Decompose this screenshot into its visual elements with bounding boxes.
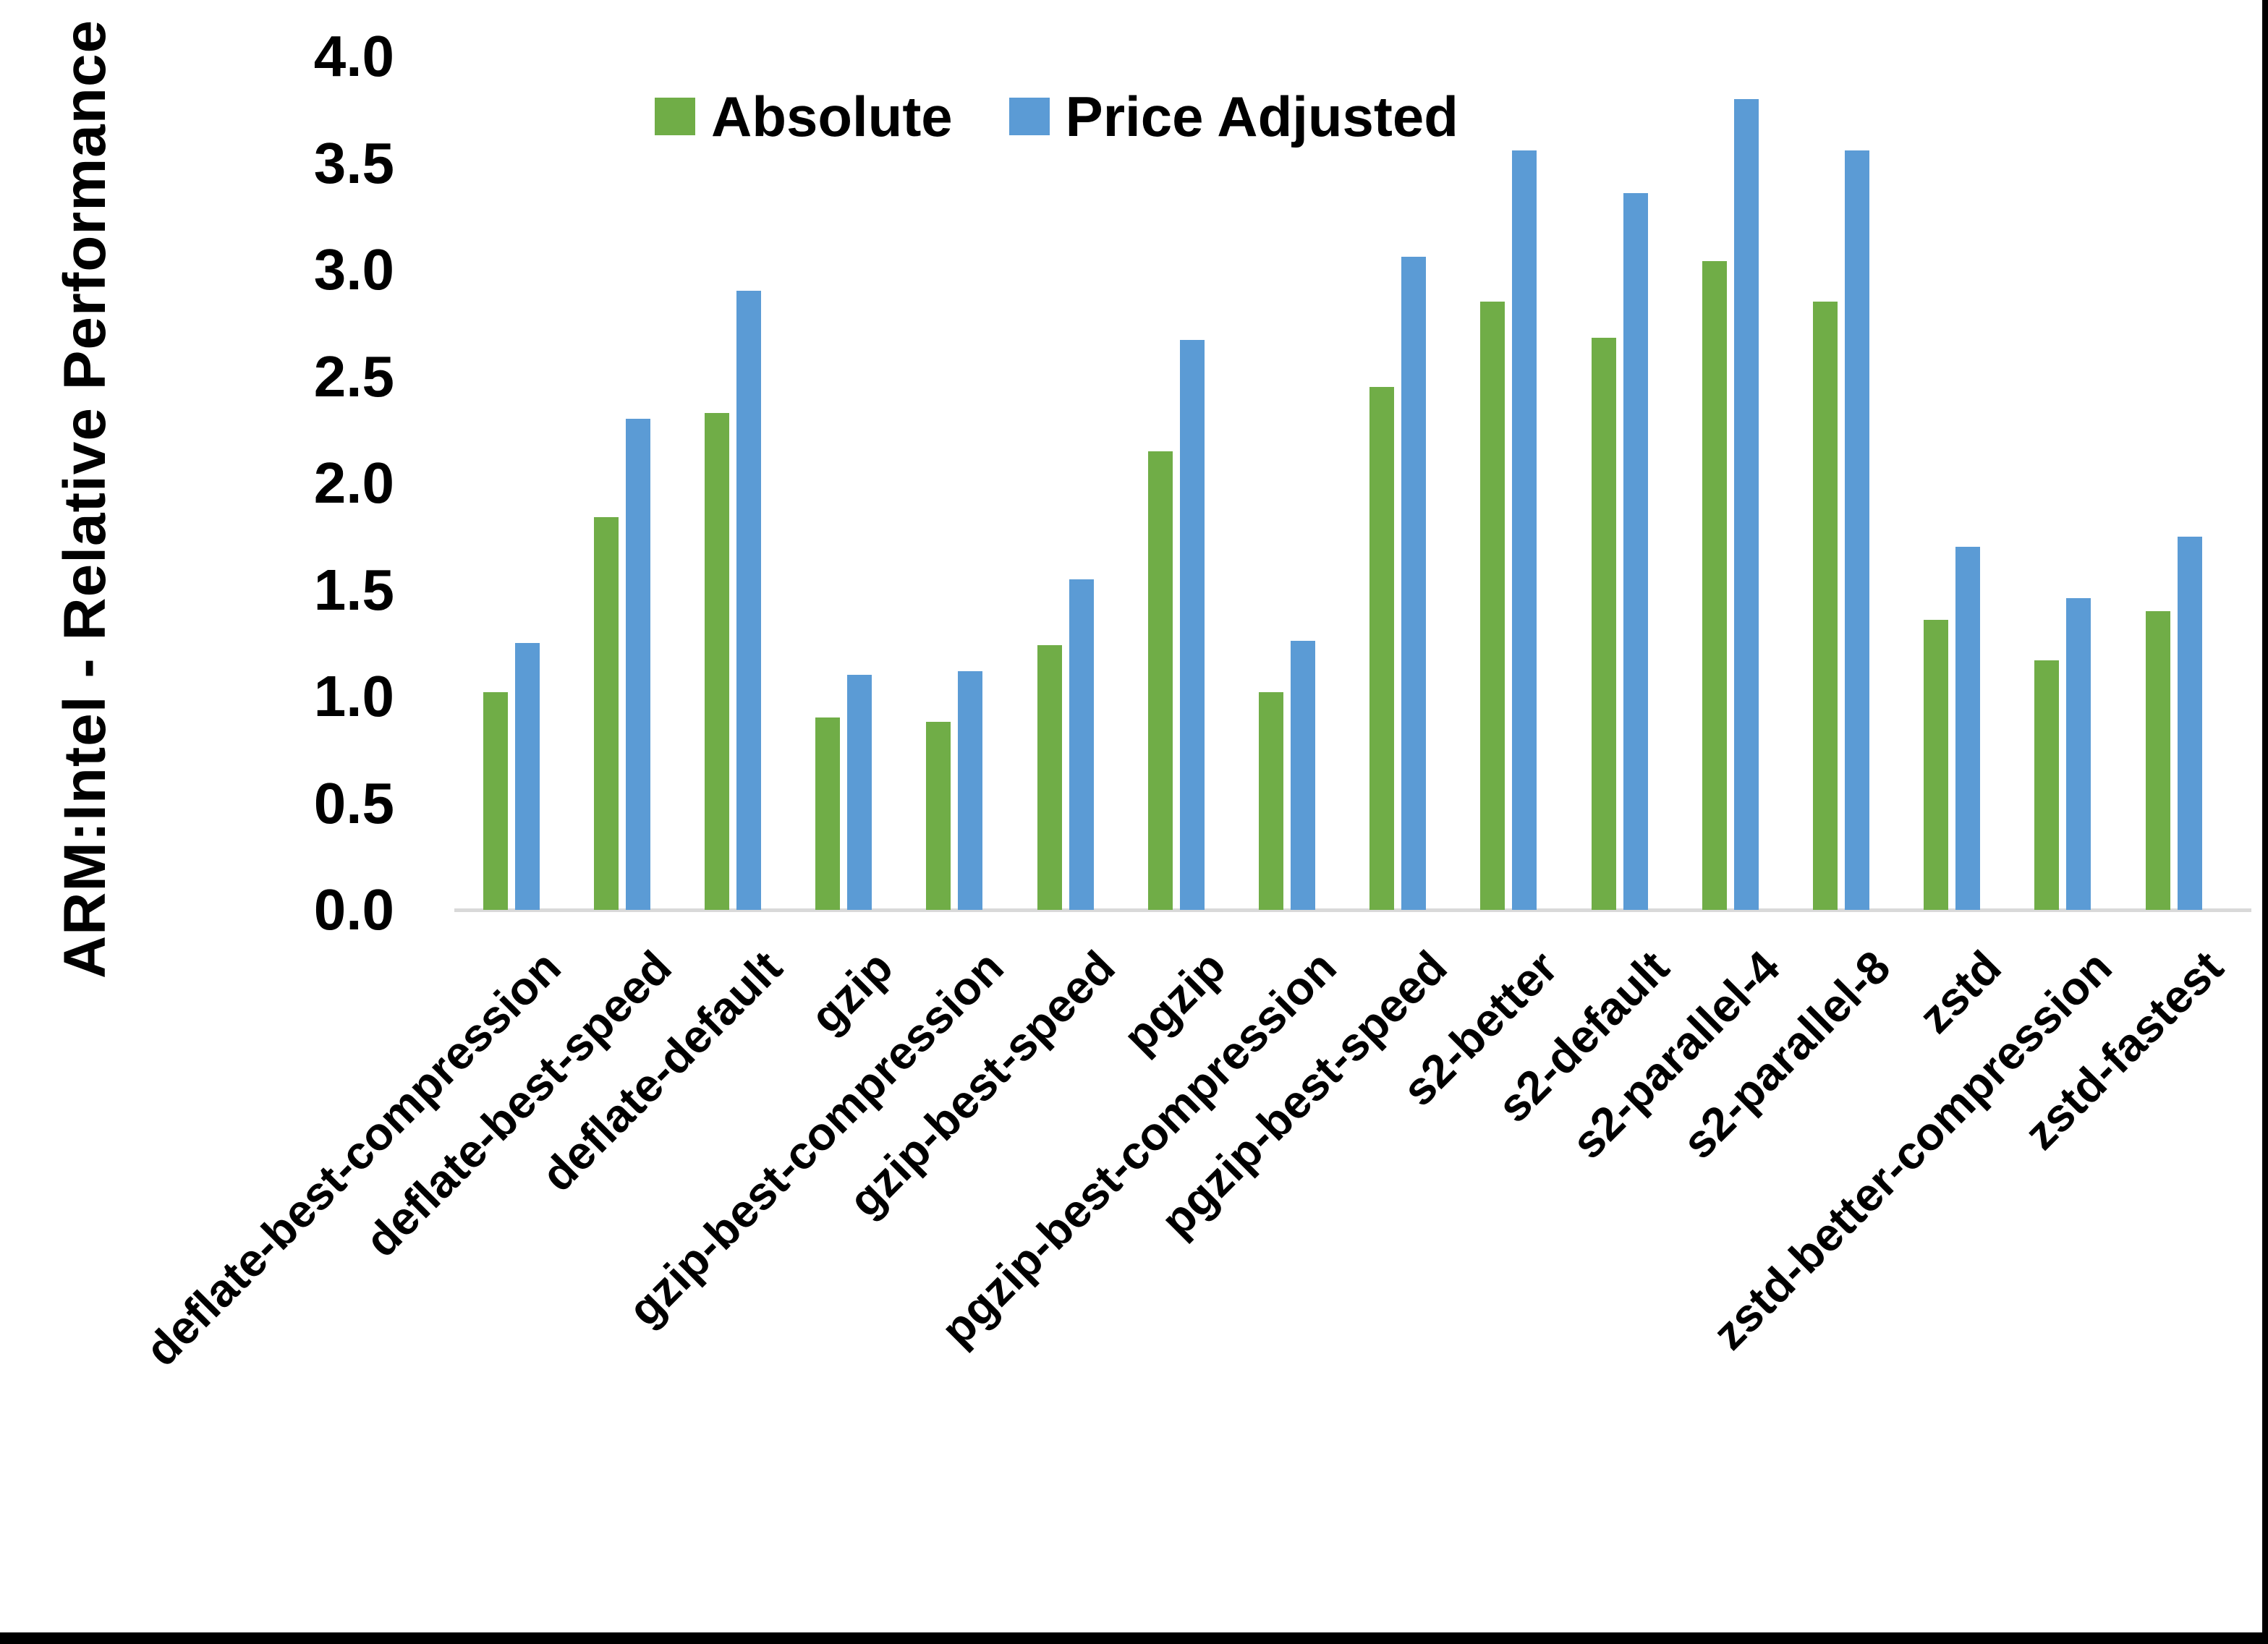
bar-absolute — [1259, 692, 1283, 910]
bottom-border-bar — [0, 1632, 2268, 1644]
bar-absolute — [1480, 302, 1505, 910]
bar-absolute — [483, 692, 508, 910]
legend-swatch-price-adjusted — [1008, 98, 1050, 135]
bar-absolute — [1591, 338, 1616, 910]
bar-absolute — [705, 413, 729, 910]
bar-price-adjusted — [1845, 150, 1869, 910]
bar-price-adjusted — [1955, 547, 1981, 910]
bar-absolute — [1147, 451, 1173, 910]
bar-price-adjusted — [736, 291, 761, 910]
right-border-bar — [2262, 0, 2268, 1644]
legend-label: Price Adjusted — [1065, 85, 1458, 148]
bar-absolute — [593, 517, 619, 910]
bar-price-adjusted — [514, 643, 540, 910]
y-tick-label: 2.5 — [313, 344, 394, 409]
bar-price-adjusted — [1512, 150, 1537, 910]
bar-absolute — [1037, 645, 1062, 910]
legend-item: Absolute — [655, 88, 953, 145]
bar-absolute — [1702, 261, 1727, 910]
y-tick-label: 3.0 — [313, 237, 394, 302]
bar-price-adjusted — [1069, 579, 1094, 910]
y-tick-label: 4.0 — [313, 24, 394, 88]
y-tick-label: 3.5 — [313, 130, 394, 195]
bar-absolute — [926, 722, 951, 910]
y-tick-label: 1.5 — [313, 557, 394, 622]
bar-absolute — [2145, 611, 2170, 910]
bar-price-adjusted — [1733, 99, 1759, 910]
bar-price-adjusted — [958, 671, 983, 910]
bar-absolute — [1813, 302, 1838, 910]
bar-price-adjusted — [1401, 257, 1427, 910]
bar-price-adjusted — [625, 419, 650, 910]
bar-price-adjusted — [2066, 598, 2091, 910]
bar-absolute — [815, 717, 841, 910]
bar-absolute — [1369, 387, 1395, 910]
legend-swatch-absolute — [655, 98, 695, 135]
legend-item: Price Adjusted — [1008, 85, 1458, 148]
bar-absolute — [2034, 660, 2060, 910]
bar-price-adjusted — [2177, 537, 2202, 910]
bar-price-adjusted — [1623, 193, 1648, 910]
y-tick-label: 1.0 — [313, 664, 394, 728]
x-axis-line — [454, 908, 2251, 912]
bar-price-adjusted — [1179, 340, 1205, 910]
y-tick-label: 0.0 — [313, 877, 394, 942]
bar-price-adjusted — [847, 675, 872, 910]
legend: Absolute Price Adjusted — [655, 88, 1458, 145]
bar-price-adjusted — [1291, 641, 1315, 910]
legend-label: Absolute — [711, 85, 953, 148]
y-tick-label: 2.0 — [313, 451, 394, 515]
bar-absolute — [1924, 620, 1949, 910]
y-tick-label: 0.5 — [313, 770, 394, 835]
